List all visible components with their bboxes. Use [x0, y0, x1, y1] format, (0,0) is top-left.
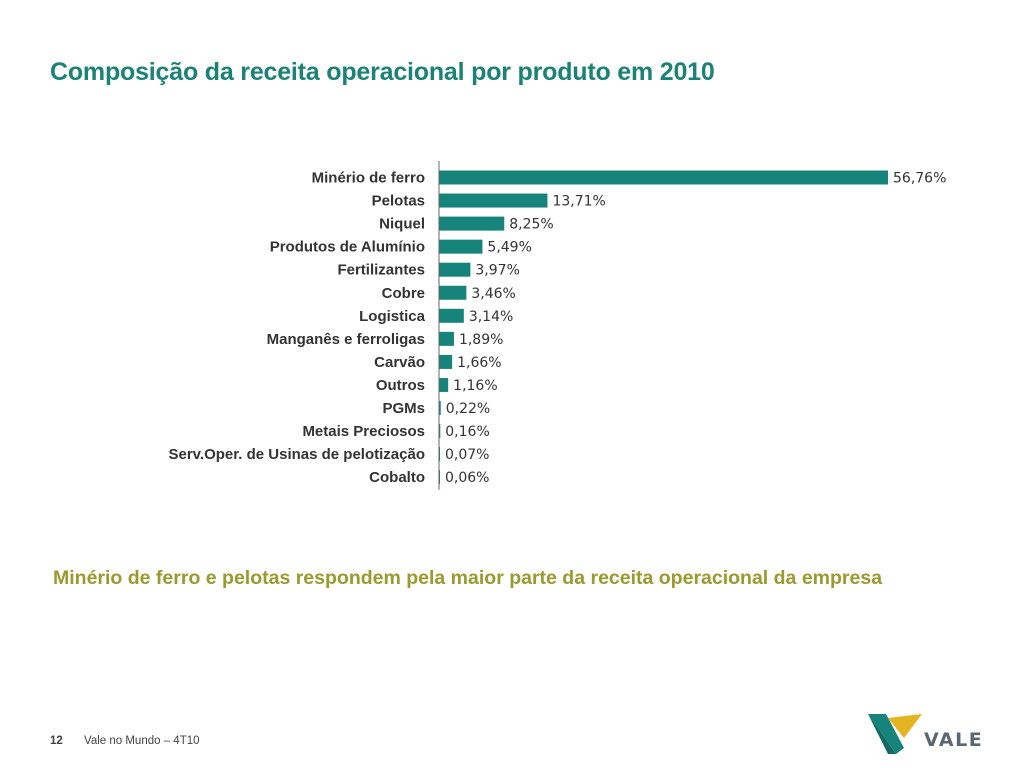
takeaway-text: Minério de ferro e pelotas respondem pel… [53, 567, 883, 589]
value-label: 3,14% [469, 309, 513, 325]
bar [439, 308, 464, 323]
value-label: 1,16% [453, 378, 497, 394]
value-label: 0,07% [445, 447, 489, 463]
footer-text: Vale no Mundo – 4T10 [84, 735, 200, 747]
category-label: Niquel [379, 216, 425, 233]
value-label: 5,49% [487, 240, 531, 256]
value-label: 0,16% [445, 424, 489, 440]
category-label: Carvão [374, 354, 425, 371]
logo-text: VALE [924, 729, 984, 751]
value-label: 0,06% [445, 470, 489, 486]
bar [439, 331, 454, 346]
footer: 12 Vale no Mundo – 4T10 [50, 735, 200, 747]
category-label: Cobalto [369, 469, 425, 486]
category-label: Produtos de Alumínio [270, 239, 425, 256]
value-label: 13,71% [552, 194, 605, 210]
category-label: Pelotas [372, 193, 425, 210]
bar [439, 170, 888, 185]
page-title: Composição da receita operacional por pr… [50, 58, 715, 86]
revenue-bar-chart: Minério de ferro 56,76% Pelotas 13,71% Nique… [169, 161, 947, 490]
value-label: 1,66% [457, 355, 501, 371]
category-label: Minério de ferro [312, 170, 425, 187]
bar [439, 216, 505, 231]
value-label: 3,46% [471, 286, 515, 302]
category-label: Serv.Oper. de Usinas de pelotização [169, 446, 426, 463]
bars-layer: Minério de ferro 56,76% Pelotas 13,71% Nique… [169, 170, 947, 487]
bar [439, 424, 441, 439]
value-label: 1,89% [459, 332, 503, 348]
page-number: 12 [50, 735, 63, 747]
value-label: 3,97% [475, 263, 519, 279]
bar [439, 239, 483, 254]
value-label: 0,22% [446, 401, 490, 417]
category-label: Metais Preciosos [302, 423, 425, 440]
category-label: Logistica [359, 308, 426, 325]
bar [439, 193, 548, 208]
category-label: Manganês e ferroligas [267, 331, 425, 348]
category-label: PGMs [382, 400, 425, 417]
bar [439, 354, 453, 369]
bar [439, 262, 471, 277]
vale-logo-mark-icon [868, 714, 922, 754]
category-label: Cobre [382, 285, 425, 302]
bar [439, 401, 441, 415]
vale-logo: VALE [866, 708, 984, 756]
bar [439, 377, 449, 392]
bar [439, 285, 467, 300]
category-label: Fertilizantes [337, 262, 425, 279]
value-label: 8,25% [509, 217, 553, 233]
category-label: Outros [376, 377, 425, 394]
value-label: 56,76% [893, 171, 946, 187]
